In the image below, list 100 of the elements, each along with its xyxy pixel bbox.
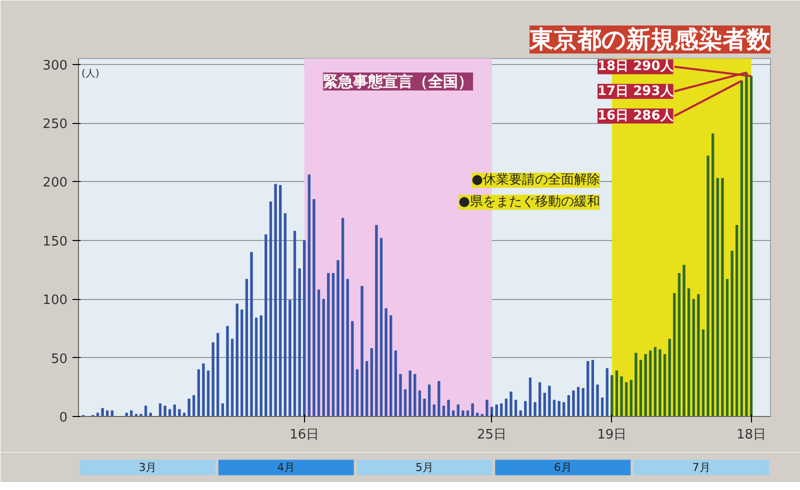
y-tick-label: 200 bbox=[42, 176, 68, 191]
bar bbox=[639, 360, 642, 416]
y-axis-title: (人) bbox=[82, 68, 100, 80]
band-label: ●休業要請の全面解除 ●県をまたぐ移動の緩和 bbox=[458, 172, 600, 210]
bar bbox=[341, 218, 344, 416]
bar bbox=[716, 178, 719, 416]
bar bbox=[221, 403, 224, 416]
bar bbox=[543, 392, 546, 416]
bar bbox=[226, 326, 229, 416]
bar bbox=[336, 260, 340, 416]
bar bbox=[558, 400, 560, 416]
bar bbox=[586, 361, 590, 416]
bar bbox=[447, 400, 450, 416]
bar bbox=[254, 318, 258, 416]
text: 3月 bbox=[138, 461, 157, 474]
bar bbox=[404, 389, 407, 416]
bar bbox=[625, 382, 628, 416]
annotation: 17日 293人 bbox=[598, 84, 674, 99]
bar bbox=[216, 332, 220, 416]
bar bbox=[745, 72, 748, 416]
bar bbox=[322, 298, 325, 416]
bar bbox=[486, 400, 488, 416]
bar bbox=[706, 156, 710, 416]
bar bbox=[697, 294, 700, 416]
text: 4月 bbox=[277, 461, 296, 474]
bar bbox=[596, 384, 599, 416]
bar bbox=[678, 273, 681, 416]
bar bbox=[519, 410, 522, 416]
bar bbox=[351, 321, 354, 416]
bar bbox=[534, 402, 536, 416]
bar bbox=[567, 395, 570, 416]
bar bbox=[298, 268, 301, 416]
bar bbox=[303, 240, 306, 416]
bar bbox=[654, 347, 656, 416]
bar bbox=[360, 286, 364, 416]
bar bbox=[634, 352, 638, 416]
bar bbox=[428, 384, 431, 416]
bar bbox=[284, 213, 286, 416]
bar bbox=[414, 374, 416, 416]
bar bbox=[462, 410, 464, 416]
bar bbox=[600, 397, 604, 416]
bar bbox=[476, 412, 479, 416]
bar bbox=[288, 300, 292, 416]
y-tick-label: 300 bbox=[42, 58, 68, 74]
bar bbox=[663, 354, 666, 416]
bar bbox=[375, 224, 378, 416]
bar bbox=[432, 404, 436, 416]
bar bbox=[576, 386, 580, 416]
bar bbox=[682, 264, 686, 416]
bar bbox=[96, 412, 100, 416]
y-tick-label: 0 bbox=[59, 410, 68, 426]
bar bbox=[644, 354, 647, 416]
bar bbox=[250, 252, 253, 416]
bar bbox=[423, 398, 426, 416]
bar bbox=[346, 278, 349, 416]
bar bbox=[591, 360, 594, 416]
bar bbox=[332, 273, 335, 416]
bar bbox=[317, 289, 320, 416]
text: 6月 bbox=[554, 461, 572, 474]
bar bbox=[173, 404, 176, 416]
bar bbox=[572, 390, 575, 416]
bar bbox=[552, 400, 556, 416]
y-tick-label: 100 bbox=[42, 293, 68, 308]
bar bbox=[366, 361, 368, 416]
bar bbox=[408, 370, 412, 416]
annotation: 16日 286人 bbox=[598, 108, 674, 124]
bar bbox=[702, 329, 705, 416]
bar bbox=[495, 404, 498, 416]
bar bbox=[548, 386, 551, 416]
bar bbox=[471, 403, 474, 416]
y-tick-label: 250 bbox=[42, 117, 68, 132]
y-tick-label: 50 bbox=[50, 352, 68, 367]
bar bbox=[524, 400, 527, 416]
bar bbox=[620, 376, 623, 416]
bar bbox=[269, 201, 272, 416]
bar bbox=[260, 315, 262, 416]
bar bbox=[394, 350, 397, 416]
bar bbox=[384, 308, 388, 416]
bar bbox=[582, 388, 584, 416]
bar bbox=[206, 370, 210, 416]
bar bbox=[274, 184, 277, 416]
bar bbox=[264, 234, 268, 416]
bar bbox=[630, 380, 632, 416]
bar bbox=[692, 298, 695, 416]
bar bbox=[528, 378, 532, 416]
bar bbox=[164, 406, 166, 416]
bar bbox=[442, 406, 446, 416]
bar bbox=[279, 185, 282, 416]
bar bbox=[504, 398, 508, 416]
bar bbox=[438, 381, 440, 416]
bar bbox=[380, 238, 383, 416]
bar bbox=[649, 350, 652, 416]
bar bbox=[182, 412, 186, 416]
bar bbox=[418, 390, 422, 416]
x-tick-label: 16日 bbox=[290, 428, 320, 442]
x-tick-label: 19日 bbox=[597, 428, 627, 442]
bar bbox=[230, 338, 234, 416]
bar bbox=[510, 392, 512, 416]
bar bbox=[500, 403, 503, 416]
bar bbox=[736, 224, 738, 416]
